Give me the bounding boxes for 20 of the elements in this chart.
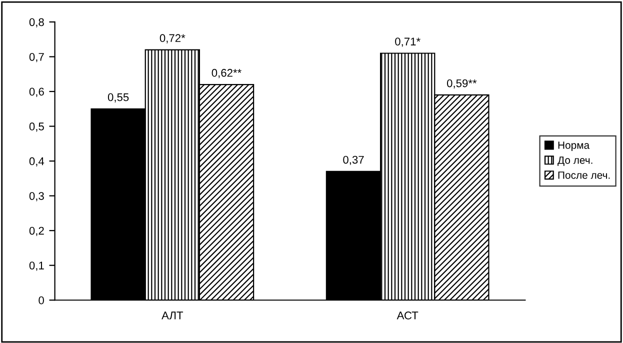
data-label: 0,62** [212, 68, 242, 78]
data-label: 0,37 [343, 156, 364, 166]
data-label: 0,72* [160, 34, 186, 44]
data-label: 0,55 [108, 93, 129, 102]
legend-label: После леч. [558, 172, 610, 179]
legend-label: Норма [558, 142, 590, 151]
y-tick-label: 0,3 [29, 192, 44, 202]
y-tick-label: 0,5 [29, 122, 44, 132]
data-label: 0,59** [446, 79, 477, 89]
legend-label: До леч. [558, 156, 592, 166]
y-tick-label: 0,7 [29, 52, 44, 62]
y-tick-label: 0,2 [29, 226, 44, 236]
y-tick-label: 0,8 [29, 18, 44, 28]
y-tick-label: 0,1 [29, 262, 44, 271]
x-tick-label: АСТ [396, 312, 418, 320]
y-tick-label: 0,4 [29, 157, 44, 166]
y-tick-label: 0 [38, 296, 44, 304]
x-tick-label: АЛТ [162, 312, 184, 320]
data-label: 0,71* [395, 38, 420, 47]
y-tick-label: 0,6 [29, 88, 44, 97]
